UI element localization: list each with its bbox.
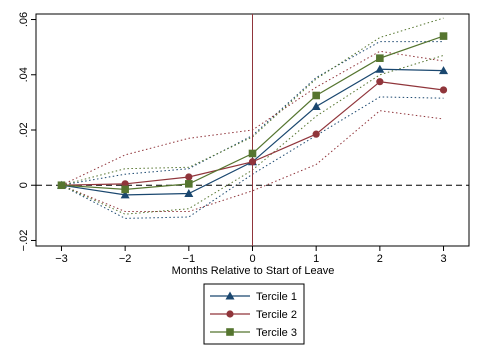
- x-tick-label: −2: [119, 253, 132, 265]
- ci-lower-line: [61, 110, 444, 212]
- data-point: [185, 173, 193, 181]
- data-point: [312, 130, 320, 138]
- legend-marker: [226, 328, 234, 336]
- legend-label: Tercile 3: [256, 327, 297, 339]
- x-tick-label: 0: [249, 253, 255, 265]
- y-tick-label: .04: [18, 67, 30, 82]
- data-point: [121, 185, 129, 194]
- legend-marker: [225, 291, 235, 300]
- data-point: [375, 64, 385, 73]
- data-point: [376, 54, 384, 62]
- legend: Tercile 1 Tercile 2 Tercile 3: [203, 283, 305, 345]
- x-tick-label: 1: [313, 253, 319, 265]
- legend-marker: [226, 310, 234, 318]
- x-tick-label: −3: [55, 253, 68, 265]
- data-point: [185, 180, 193, 188]
- y-tick-label: .02: [18, 122, 30, 137]
- data-point: [248, 158, 257, 166]
- y-tick-label: 0: [18, 182, 30, 188]
- data-point: [439, 66, 449, 75]
- reference-lines: [36, 14, 469, 246]
- data-point: [439, 32, 448, 40]
- data-point: [312, 91, 320, 100]
- y-tick-label: −.02: [18, 230, 30, 252]
- data-point: [57, 181, 66, 190]
- y-tick-label: .06: [18, 12, 30, 27]
- series-lines: [56, 32, 449, 199]
- data-point: [376, 78, 384, 86]
- legend-label: Tercile 1: [256, 291, 297, 303]
- x-tick-label: 2: [377, 253, 383, 265]
- x-tick-label: 3: [440, 253, 446, 265]
- x-axis-title: Months Relative to Start of Leave: [172, 265, 335, 277]
- data-point: [439, 86, 448, 94]
- data-point: [248, 149, 257, 158]
- x-tick-label: −1: [183, 253, 196, 265]
- x-axis: −3 −2 −1 0 1 2 3: [55, 246, 447, 265]
- legend-label: Tercile 2: [256, 309, 297, 321]
- data-point: [184, 189, 194, 198]
- data-point: [311, 102, 321, 111]
- y-axis: −.02 0 .02 .04 .06: [18, 12, 36, 251]
- data-point: [120, 190, 130, 199]
